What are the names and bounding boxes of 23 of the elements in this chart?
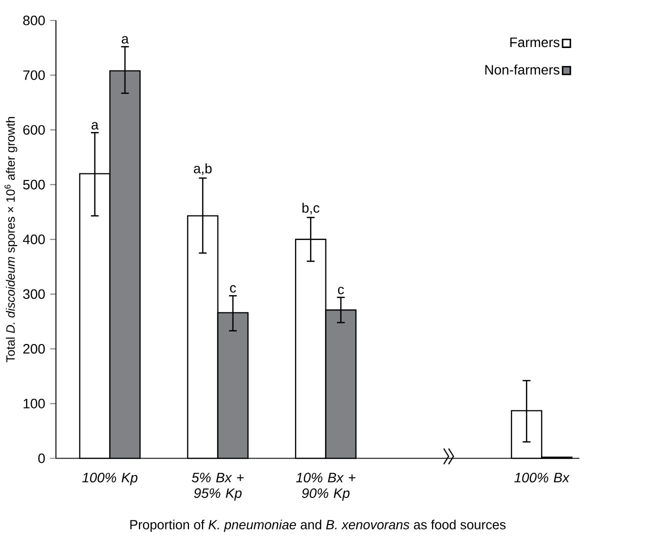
annotation: c [230, 285, 236, 293]
x-tick-label: 100% Kp [82, 472, 138, 486]
y-tick-label: 600 [23, 125, 45, 135]
y-tick-label: 400 [22, 234, 45, 244]
y-tick-label: 200 [23, 344, 45, 354]
y-tick-label: 500 [23, 180, 45, 190]
y-tick-label: 800 [23, 16, 45, 26]
y-tick-label: 100 [24, 398, 45, 408]
legend-label: Non-farmers [485, 64, 560, 75]
x-tick-label: 5% Bx + 95% Kp [192, 472, 244, 501]
annotation: c [338, 286, 344, 294]
annotation: b,c [302, 202, 320, 214]
y-tick-label: 300 [23, 289, 45, 300]
y-tick-label: 700 [23, 70, 45, 80]
x-axis-title: Proportion of K. pneumoniae and B. xenovorans as food sources [130, 520, 506, 532]
annotation: a,b [194, 163, 212, 176]
annotation: a [92, 122, 99, 130]
y-tick-label: 0 [38, 454, 45, 464]
x-tick-label: 100% Bx [514, 472, 570, 483]
legend-label: Farmers [510, 38, 560, 48]
y-axis-title: Total D. discoideum spores × 10$^{6}$ after growth [4, 117, 18, 362]
x-tick-label: 10% Bx + 90% Kp [296, 472, 356, 501]
annotation: a [122, 36, 129, 44]
